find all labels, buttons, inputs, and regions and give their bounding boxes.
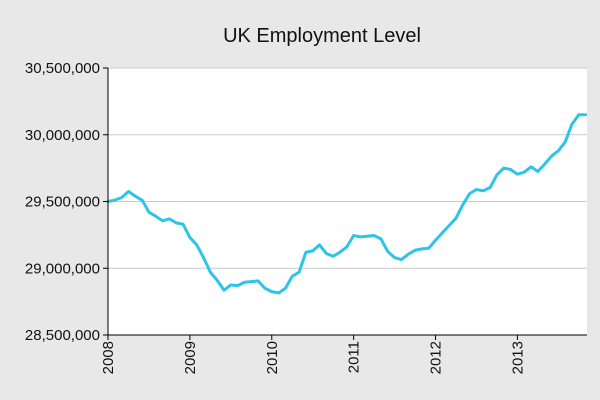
- gridlines: [108, 67, 587, 269]
- y-tick-label-3: 30,000,000: [25, 127, 100, 144]
- y-tick-label-1: 29,000,000: [25, 260, 100, 277]
- x-tick-label-4: 2012: [428, 341, 445, 374]
- chart-title: UK Employment Level: [223, 25, 421, 47]
- y-axis-ticks: 28,500,000 29,000,000 29,500,000 30,000,000…: [25, 60, 108, 344]
- y-tick-label-2: 29,500,000: [25, 194, 100, 211]
- x-axis-ticks: 2008 2009 2010 2011 2012 2013: [100, 335, 526, 374]
- x-tick-label-5: 2013: [509, 341, 526, 374]
- y-tick-label-0: 28,500,000: [25, 327, 100, 344]
- series-line-0: [106, 113, 588, 295]
- x-tick-label-1: 2009: [182, 341, 199, 374]
- x-tick-label-2: 2010: [264, 341, 281, 374]
- x-tick-label-3: 2011: [346, 341, 363, 373]
- series-group: [106, 113, 588, 295]
- y-tick-label-4: 30,500,000: [25, 60, 100, 77]
- x-tick-label-0: 2008: [100, 341, 117, 374]
